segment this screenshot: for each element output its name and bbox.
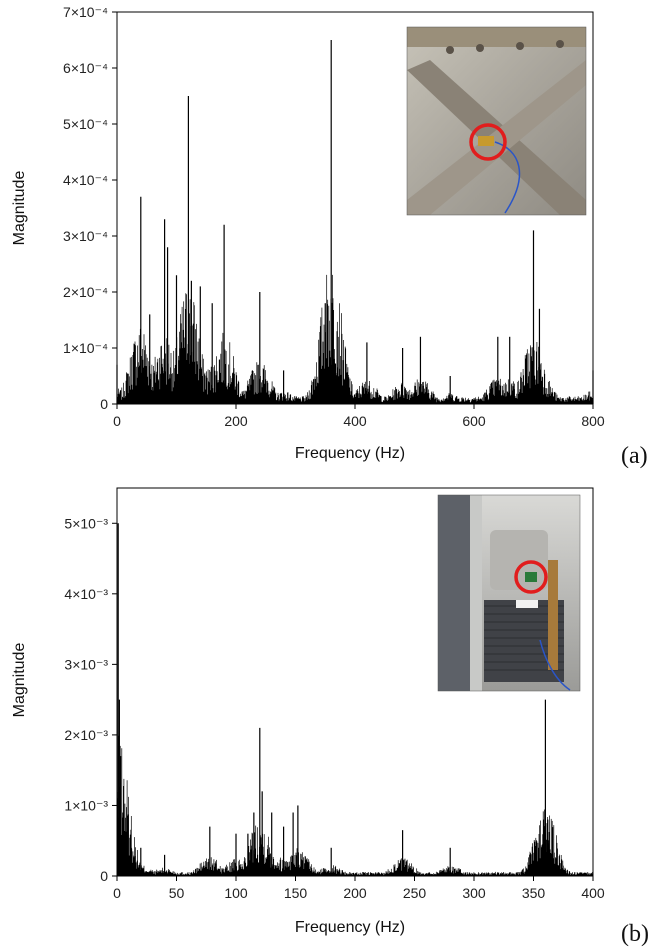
spectrum-b [116, 523, 594, 876]
x-tick-label: 250 [403, 885, 427, 901]
y-tick-label: 3×10⁻³ [64, 656, 108, 672]
x-tick-label: 200 [343, 885, 367, 901]
y-tick-label: 7×10⁻⁴ [63, 4, 108, 20]
y-axis-title-a: Magnitude [11, 171, 28, 246]
y-tick-label: 4×10⁻³ [64, 586, 108, 602]
y-tick-label: 5×10⁻⁴ [63, 116, 108, 132]
x-tick-label: 400 [343, 413, 367, 429]
x-axis-b: 0 50 100 150 200 250 300 350 400 [113, 876, 605, 901]
y-tick-label: 4×10⁻⁴ [63, 172, 108, 188]
y-axis-b: 0 1×10⁻³ 2×10⁻³ 3×10⁻³ 4×10⁻³ 5×10⁻³ [64, 515, 117, 884]
x-axis-title-b: Frequency (Hz) [295, 919, 405, 936]
x-tick-label: 150 [284, 885, 308, 901]
x-tick-label: 50 [169, 885, 185, 901]
x-tick-label: 350 [522, 885, 546, 901]
chart-panel-b: 0 50 100 150 200 250 300 350 400 0 1×10⁻³ 2×10⁻³ 3×… [11, 487, 649, 947]
x-tick-label: 0 [113, 885, 121, 901]
y-axis-title-b: Magnitude [11, 643, 28, 718]
x-tick-label: 800 [581, 413, 605, 429]
x-tick-label: 600 [462, 413, 486, 429]
y-tick-label: 1×10⁻³ [64, 797, 108, 813]
inset-photo-a [406, 26, 587, 216]
x-axis-a: 0 200 400 600 800 [113, 404, 605, 429]
y-tick-label: 1×10⁻⁴ [63, 340, 108, 356]
noise-floor [116, 735, 594, 876]
x-tick-label: 200 [224, 413, 248, 429]
y-tick-label: 2×10⁻³ [64, 727, 108, 743]
inset-photo-b [437, 494, 581, 692]
sensor-highlight-circle-a [469, 123, 507, 161]
x-axis-title-a: Frequency (Hz) [295, 445, 405, 462]
sensor-highlight-circle-b [514, 560, 548, 594]
x-tick-label: 100 [224, 885, 248, 901]
y-tick-label: 3×10⁻⁴ [63, 228, 108, 244]
x-tick-label: 0 [113, 413, 121, 429]
y-tick-label: 5×10⁻³ [64, 515, 108, 531]
spectrum-a [116, 40, 594, 404]
panel-label-a: (a) [621, 443, 648, 469]
panel-label-b: (b) [621, 921, 649, 947]
x-tick-label: 300 [462, 885, 486, 901]
x-tick-label: 400 [581, 885, 605, 901]
y-tick-label: 6×10⁻⁴ [63, 60, 108, 76]
y-tick-label: 0 [100, 868, 108, 884]
y-tick-label: 0 [100, 396, 108, 412]
chart-panel-a: 0 200 400 600 800 0 1×10⁻⁴ 2×10⁻⁴ 3×10⁻⁴ 4×10⁻⁴ 5… [11, 4, 648, 469]
y-axis-a: 0 1×10⁻⁴ 2×10⁻⁴ 3×10⁻⁴ 4×10⁻⁴ 5×10⁻⁴ 6×10⁻⁴ 7×1… [63, 4, 117, 412]
y-tick-label: 2×10⁻⁴ [63, 284, 108, 300]
